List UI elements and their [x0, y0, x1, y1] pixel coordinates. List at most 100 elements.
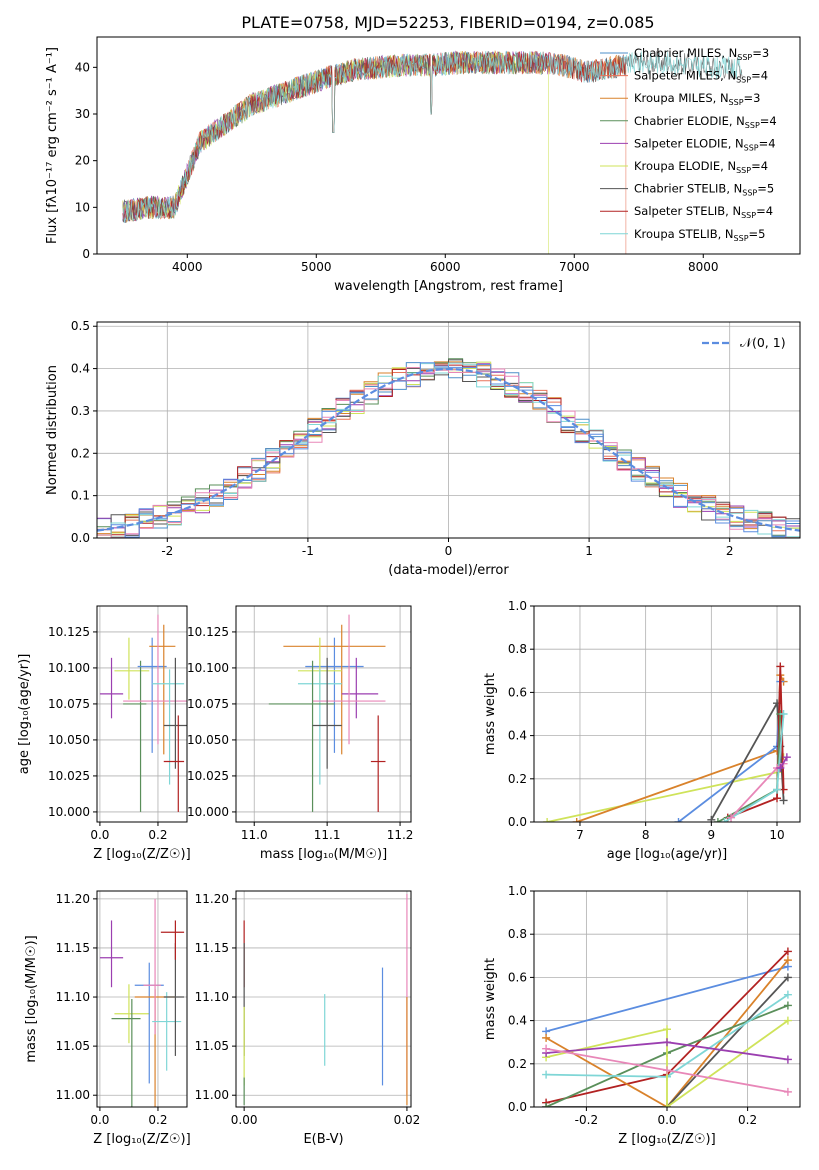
y-tick-label: 0.8	[508, 927, 527, 941]
y-tick-label: 0.6	[508, 970, 527, 984]
weight-marker	[776, 764, 785, 772]
data-point	[283, 624, 386, 755]
legend-entry: Kroupa MILES, NSSP=3	[634, 91, 760, 107]
weight-marker	[542, 1044, 551, 1053]
x-tick-label: 0.02	[394, 1113, 421, 1127]
weight-marker	[783, 973, 792, 982]
legend-entry: Salpeter ELODIE, NSSP=4	[634, 136, 776, 152]
data-point	[163, 657, 187, 769]
axes-frame	[235, 605, 412, 823]
data-point	[143, 898, 161, 1035]
y-tick-label: 0.2	[71, 446, 90, 460]
legend-sub: SSP	[736, 166, 751, 175]
legend-entry: 𝒩(0, 1)	[740, 335, 786, 350]
data-point	[123, 614, 187, 745]
x-tick-label: 0	[445, 544, 453, 558]
y-tick-label: 11.10	[56, 990, 90, 1004]
legend-value: =4	[751, 69, 768, 83]
y-tick-label: 40	[75, 60, 90, 74]
weight-series	[542, 1044, 792, 1096]
data-point	[370, 715, 386, 812]
panel-spectrum: 4000 5000 6000 7000 8000 0 10 20 30 40 wavelength …	[45, 36, 801, 294]
data-point	[312, 614, 386, 745]
y-tick-label: 1.0	[508, 599, 527, 613]
y-tick-label: 10.100	[187, 661, 229, 675]
weight-marker	[663, 1066, 671, 1075]
legend-name: Salpeter ELODIE, N	[634, 136, 744, 150]
weight-marker	[783, 1055, 792, 1064]
weight-line	[576, 671, 785, 822]
plot-area-residuals	[97, 322, 800, 538]
legend-entry: Chabrier ELODIE, NSSP=4	[634, 114, 777, 130]
x-tick-label: 8	[642, 828, 650, 842]
weight-line	[779, 756, 788, 769]
panel-mass_vs_ebv: 0.00 0.02 11.00 11.05 11.10 11.15 11.20 E(B-V)	[195, 890, 421, 1147]
legend-value: =3	[752, 46, 769, 60]
y-tick-label: 11.05	[56, 1039, 90, 1053]
weight-line	[545, 959, 789, 1107]
y-tick-label: 0.1	[71, 489, 90, 503]
data-point	[134, 962, 164, 1084]
x-tick-label: 8000	[688, 260, 719, 274]
y-tick-label: 11.05	[195, 1039, 229, 1053]
weight-marker	[773, 794, 782, 803]
y-tick-label: 11.20	[56, 892, 90, 906]
spectrum-series-line	[122, 50, 743, 223]
weight-series	[720, 710, 788, 822]
legend-value: =5	[757, 182, 774, 196]
weight-marker	[783, 1087, 792, 1096]
plot-area-spectrum	[122, 50, 743, 254]
legend-value: =4	[756, 204, 773, 218]
y-tick-label: 10.125	[187, 625, 229, 639]
axes-frame	[533, 605, 801, 823]
x-tick-label: 7	[576, 828, 584, 842]
data-point	[111, 999, 141, 1107]
y-tick-label: 30	[75, 107, 90, 121]
data-point	[341, 657, 379, 719]
x-axis-label: Z [log₁₀(Z/Z☉)]	[618, 1132, 715, 1147]
y-tick-label: 0.0	[508, 1100, 527, 1114]
y-axis-label: Normed distribution	[45, 365, 60, 495]
axes-frame	[96, 36, 801, 255]
legend-sub: SSP	[737, 53, 752, 62]
weight-marker	[783, 990, 792, 999]
y-tick-label: 10.050	[48, 733, 90, 747]
x-tick-label: 9	[708, 828, 716, 842]
legend-value: =4	[760, 114, 777, 128]
axes-frame	[235, 890, 412, 1108]
y-tick-label: 10.025	[48, 769, 90, 783]
plot-area-mass_vs_Z	[97, 891, 187, 1107]
legend-entry: Chabrier STELIB, NSSP=5	[634, 182, 774, 198]
legend-value: =4	[759, 136, 776, 150]
y-tick-label: 10.025	[187, 769, 229, 783]
x-tick-label: 0.2	[148, 828, 167, 842]
x-tick-label: 11.0	[241, 828, 268, 842]
y-axis-label: age [log₁₀(age/yr)]	[17, 654, 32, 775]
x-axis-label: Z [log₁₀(Z/Z☉)]	[93, 1132, 190, 1147]
plot-area-age_vs_mass	[236, 606, 411, 822]
y-tick-label: 10.125	[48, 625, 90, 639]
legend-value: =3	[744, 91, 761, 105]
legend-name: Salpeter MILES, N	[634, 69, 736, 83]
legend-entry: Chabrier MILES, NSSP=3	[634, 46, 769, 62]
x-axis-label: (data-model)/error	[388, 563, 509, 578]
weight-marker	[783, 1001, 792, 1010]
weight-marker	[776, 662, 785, 671]
y-tick-label: 10.100	[48, 661, 90, 675]
weight-series	[776, 753, 791, 772]
x-tick-label: 6000	[430, 260, 461, 274]
normal-curve	[97, 367, 800, 532]
x-tick-label: 0.2	[148, 1113, 167, 1127]
x-tick-label: 5000	[301, 260, 332, 274]
residual-histogram	[97, 367, 800, 538]
y-tick-label: 10.075	[48, 697, 90, 711]
legend-name: Chabrier STELIB, N	[634, 182, 742, 196]
weight-marker	[542, 1033, 551, 1042]
figure-title: PLATE=0758, MJD=52253, FIBERID=0194, z=0…	[241, 13, 654, 32]
x-axis-label: mass [log₁₀(M/M☉)]	[260, 847, 387, 862]
data-point	[305, 637, 364, 753]
legend-name: Chabrier ELODIE, N	[634, 114, 745, 128]
data-point	[152, 669, 185, 785]
y-tick-label: 0	[82, 247, 90, 261]
